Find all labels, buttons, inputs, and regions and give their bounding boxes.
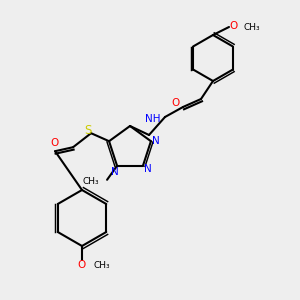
Text: O: O xyxy=(50,138,58,148)
Text: O: O xyxy=(172,98,180,108)
Text: S: S xyxy=(84,124,92,137)
Text: O: O xyxy=(78,260,86,270)
Text: N: N xyxy=(111,167,119,177)
Text: N: N xyxy=(152,136,160,146)
Text: CH₃: CH₃ xyxy=(243,22,260,32)
Text: O: O xyxy=(229,21,237,31)
Text: N: N xyxy=(144,164,152,174)
Text: CH₃: CH₃ xyxy=(82,177,99,186)
Text: NH: NH xyxy=(145,114,160,124)
Text: CH₃: CH₃ xyxy=(94,260,111,269)
